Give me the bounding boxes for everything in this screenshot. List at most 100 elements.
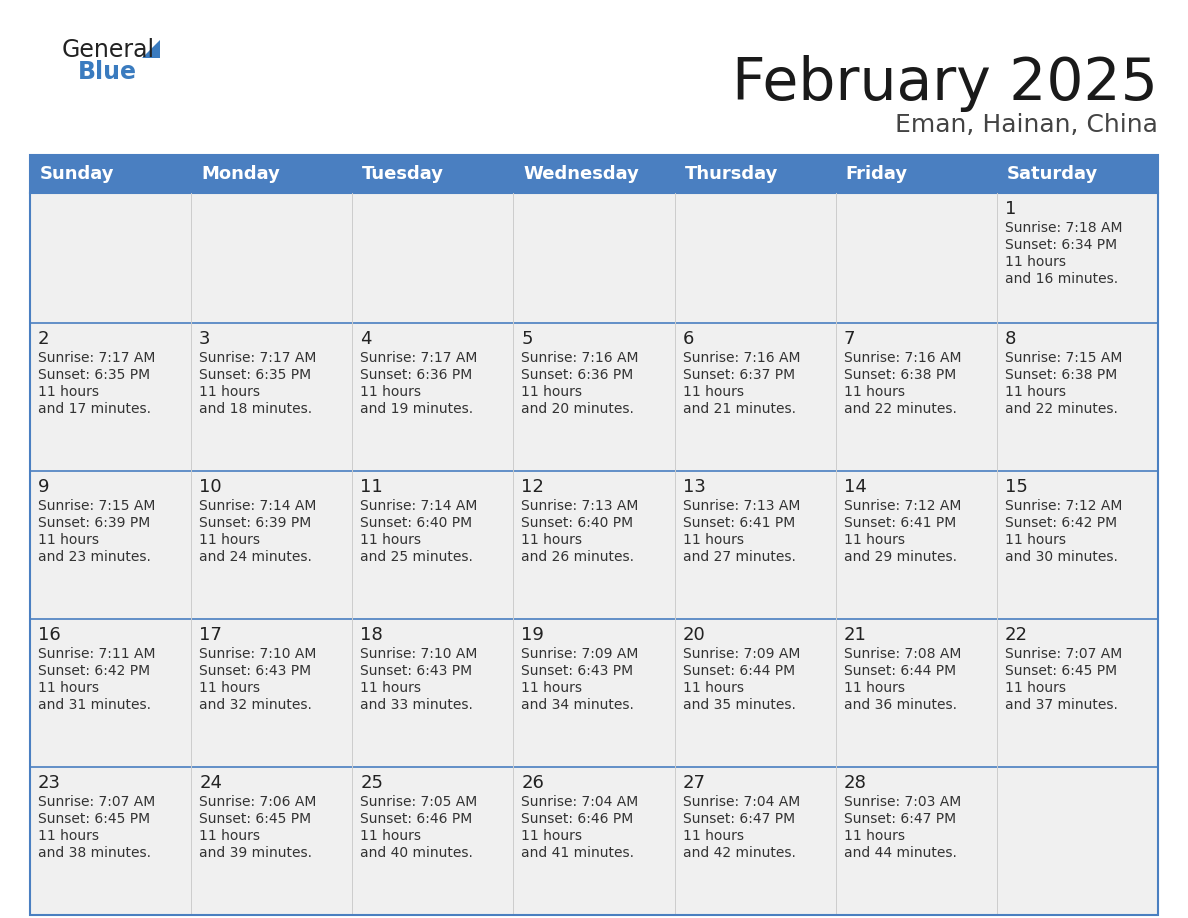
Text: and 19 minutes.: and 19 minutes.	[360, 402, 473, 416]
Text: 11 hours: 11 hours	[522, 681, 582, 695]
Text: 11 hours: 11 hours	[200, 681, 260, 695]
Polygon shape	[143, 40, 160, 58]
Text: 11 hours: 11 hours	[360, 385, 422, 399]
FancyBboxPatch shape	[30, 323, 191, 471]
FancyBboxPatch shape	[675, 471, 835, 619]
Text: Sunset: 6:44 PM: Sunset: 6:44 PM	[843, 664, 956, 678]
Text: Sunset: 6:45 PM: Sunset: 6:45 PM	[200, 812, 311, 826]
FancyBboxPatch shape	[835, 619, 997, 767]
Text: Sunset: 6:36 PM: Sunset: 6:36 PM	[360, 368, 473, 382]
FancyBboxPatch shape	[513, 323, 675, 471]
Text: Sunset: 6:39 PM: Sunset: 6:39 PM	[200, 516, 311, 530]
Text: Sunset: 6:39 PM: Sunset: 6:39 PM	[38, 516, 150, 530]
Text: Sunrise: 7:18 AM: Sunrise: 7:18 AM	[1005, 221, 1123, 235]
Text: Sunrise: 7:09 AM: Sunrise: 7:09 AM	[522, 647, 639, 661]
Text: and 21 minutes.: and 21 minutes.	[683, 402, 796, 416]
FancyBboxPatch shape	[835, 767, 997, 915]
Text: 11 hours: 11 hours	[522, 533, 582, 547]
Text: and 42 minutes.: and 42 minutes.	[683, 846, 796, 860]
Text: 11 hours: 11 hours	[683, 829, 744, 843]
Text: Sunrise: 7:13 AM: Sunrise: 7:13 AM	[522, 499, 639, 513]
Text: 27: 27	[683, 774, 706, 792]
Text: 8: 8	[1005, 330, 1016, 348]
Text: Sunrise: 7:07 AM: Sunrise: 7:07 AM	[1005, 647, 1123, 661]
Text: Eman, Hainan, China: Eman, Hainan, China	[895, 113, 1158, 137]
FancyBboxPatch shape	[835, 471, 997, 619]
FancyBboxPatch shape	[353, 471, 513, 619]
Text: Monday: Monday	[201, 165, 280, 183]
FancyBboxPatch shape	[353, 619, 513, 767]
Text: Sunset: 6:41 PM: Sunset: 6:41 PM	[683, 516, 795, 530]
Text: and 16 minutes.: and 16 minutes.	[1005, 272, 1118, 286]
FancyBboxPatch shape	[997, 767, 1158, 915]
Text: and 38 minutes.: and 38 minutes.	[38, 846, 151, 860]
Text: and 18 minutes.: and 18 minutes.	[200, 402, 312, 416]
Text: Sunset: 6:42 PM: Sunset: 6:42 PM	[1005, 516, 1117, 530]
Text: and 34 minutes.: and 34 minutes.	[522, 698, 634, 712]
Text: 18: 18	[360, 626, 383, 644]
Text: Sunrise: 7:15 AM: Sunrise: 7:15 AM	[38, 499, 156, 513]
Text: Sunset: 6:36 PM: Sunset: 6:36 PM	[522, 368, 633, 382]
Text: Sunset: 6:34 PM: Sunset: 6:34 PM	[1005, 238, 1117, 252]
Text: 11 hours: 11 hours	[1005, 255, 1066, 269]
Text: and 24 minutes.: and 24 minutes.	[200, 550, 312, 564]
Text: 11 hours: 11 hours	[38, 681, 99, 695]
Text: 11 hours: 11 hours	[1005, 385, 1066, 399]
Text: Sunrise: 7:11 AM: Sunrise: 7:11 AM	[38, 647, 156, 661]
Text: Sunset: 6:47 PM: Sunset: 6:47 PM	[683, 812, 795, 826]
Text: Sunset: 6:42 PM: Sunset: 6:42 PM	[38, 664, 150, 678]
FancyBboxPatch shape	[191, 471, 353, 619]
Text: 3: 3	[200, 330, 210, 348]
Text: Sunset: 6:43 PM: Sunset: 6:43 PM	[522, 664, 633, 678]
Text: Sunset: 6:43 PM: Sunset: 6:43 PM	[360, 664, 473, 678]
Text: Sunrise: 7:04 AM: Sunrise: 7:04 AM	[522, 795, 639, 809]
Text: Sunrise: 7:12 AM: Sunrise: 7:12 AM	[1005, 499, 1123, 513]
Text: Sunset: 6:46 PM: Sunset: 6:46 PM	[522, 812, 633, 826]
Text: and 33 minutes.: and 33 minutes.	[360, 698, 473, 712]
Text: 11 hours: 11 hours	[683, 533, 744, 547]
Text: Sunrise: 7:15 AM: Sunrise: 7:15 AM	[1005, 351, 1123, 365]
Text: and 40 minutes.: and 40 minutes.	[360, 846, 473, 860]
FancyBboxPatch shape	[191, 619, 353, 767]
Text: 5: 5	[522, 330, 533, 348]
FancyBboxPatch shape	[30, 619, 191, 767]
Text: Sunrise: 7:12 AM: Sunrise: 7:12 AM	[843, 499, 961, 513]
Text: 22: 22	[1005, 626, 1028, 644]
Text: and 22 minutes.: and 22 minutes.	[1005, 402, 1118, 416]
FancyBboxPatch shape	[675, 619, 835, 767]
FancyBboxPatch shape	[675, 193, 835, 323]
Text: Sunday: Sunday	[40, 165, 114, 183]
Text: Sunrise: 7:14 AM: Sunrise: 7:14 AM	[200, 499, 316, 513]
Text: and 17 minutes.: and 17 minutes.	[38, 402, 151, 416]
Text: Sunrise: 7:10 AM: Sunrise: 7:10 AM	[200, 647, 316, 661]
Text: Sunrise: 7:14 AM: Sunrise: 7:14 AM	[360, 499, 478, 513]
Text: 11 hours: 11 hours	[1005, 681, 1066, 695]
FancyBboxPatch shape	[191, 767, 353, 915]
Text: 11 hours: 11 hours	[522, 385, 582, 399]
Text: 11 hours: 11 hours	[843, 385, 905, 399]
Text: and 29 minutes.: and 29 minutes.	[843, 550, 956, 564]
FancyBboxPatch shape	[675, 323, 835, 471]
Text: 11 hours: 11 hours	[683, 681, 744, 695]
Text: 24: 24	[200, 774, 222, 792]
Text: 11 hours: 11 hours	[1005, 533, 1066, 547]
Text: Sunrise: 7:16 AM: Sunrise: 7:16 AM	[683, 351, 800, 365]
FancyBboxPatch shape	[353, 323, 513, 471]
Text: and 39 minutes.: and 39 minutes.	[200, 846, 312, 860]
Text: Sunset: 6:47 PM: Sunset: 6:47 PM	[843, 812, 956, 826]
FancyBboxPatch shape	[835, 193, 997, 323]
FancyBboxPatch shape	[30, 767, 191, 915]
Text: 19: 19	[522, 626, 544, 644]
Text: Sunrise: 7:03 AM: Sunrise: 7:03 AM	[843, 795, 961, 809]
Text: 11: 11	[360, 478, 383, 496]
Text: and 41 minutes.: and 41 minutes.	[522, 846, 634, 860]
Text: 25: 25	[360, 774, 384, 792]
Text: Sunset: 6:45 PM: Sunset: 6:45 PM	[38, 812, 150, 826]
Text: and 37 minutes.: and 37 minutes.	[1005, 698, 1118, 712]
Text: 6: 6	[683, 330, 694, 348]
Text: and 35 minutes.: and 35 minutes.	[683, 698, 796, 712]
FancyBboxPatch shape	[191, 193, 353, 323]
Text: and 23 minutes.: and 23 minutes.	[38, 550, 151, 564]
Text: Sunset: 6:44 PM: Sunset: 6:44 PM	[683, 664, 795, 678]
Text: Sunset: 6:43 PM: Sunset: 6:43 PM	[200, 664, 311, 678]
